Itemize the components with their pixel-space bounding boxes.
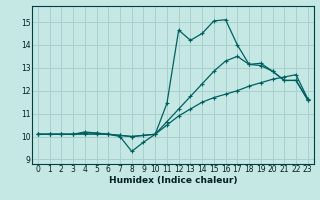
X-axis label: Humidex (Indice chaleur): Humidex (Indice chaleur) xyxy=(108,176,237,185)
